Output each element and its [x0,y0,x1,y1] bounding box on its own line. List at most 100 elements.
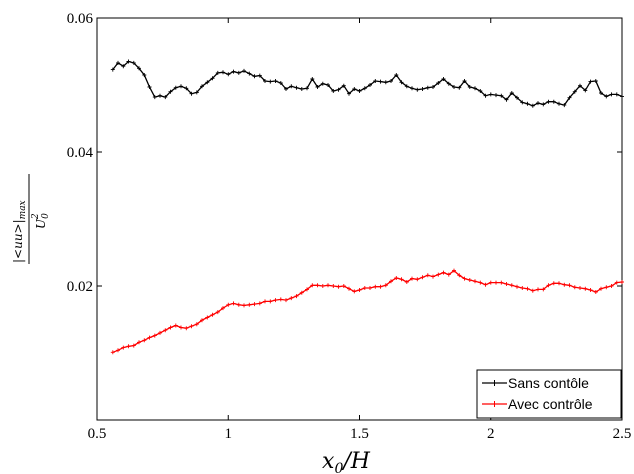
data-point [152,95,157,100]
data-point [420,275,425,280]
plot-area [96,17,623,421]
data-point [578,83,582,88]
data-point [483,282,488,287]
data-point [210,312,215,317]
x-tick-label: 2 [487,426,495,442]
data-point [588,288,593,292]
data-point [383,80,388,85]
data-point [373,284,378,289]
data-point [604,94,609,99]
data-point [436,272,441,277]
data-point [420,87,425,91]
data-point [147,85,152,89]
data-point [446,272,451,277]
data-point [226,302,231,307]
data-point [200,84,204,89]
data-point [504,97,509,102]
data-point [609,92,614,97]
data-point [446,81,451,86]
legend-item-sans-controle: Sans contôle [482,375,589,391]
data-point [252,74,257,79]
data-point [478,89,483,93]
data-point [404,84,409,89]
x-tick-label: 0.5 [88,426,107,442]
data-point [221,306,225,311]
data-point [431,274,435,279]
data-point [536,287,540,292]
data-point [494,93,498,98]
data-point [389,79,393,83]
data-point [121,345,126,350]
data-point [620,94,624,99]
legend-label-avec-controle: Avec contrôle [508,396,593,412]
data-point [263,299,267,304]
data-point [236,70,241,75]
data-point [415,277,420,282]
data-point [530,288,535,293]
data-point [368,286,372,290]
data-point [462,276,467,281]
data-point [620,280,624,284]
data-point [289,296,294,301]
data-point [557,101,561,106]
data-point [268,299,273,304]
data-point [399,277,404,282]
data-point [415,87,420,92]
data-point [305,287,309,292]
y-tick-label: 0.04 [67,145,94,161]
axis-ticks [96,17,623,420]
y-tick-label: 0.02 [67,279,93,295]
data-point [462,79,467,83]
data-point [289,84,294,89]
data-point [126,59,131,64]
svg-text:|<uu>|max: |<uu>|max [11,200,28,263]
data-point [373,79,378,83]
data-point [399,80,404,85]
data-point [520,100,525,105]
legend: Sans contôle Avec contrôle [476,369,622,419]
x-tick-label: 1 [225,426,233,442]
data-point [473,86,477,91]
data-point [378,284,383,289]
x-tick-label: 1.5 [350,426,369,442]
data-point [404,280,409,284]
data-point [142,338,147,343]
data-point [614,92,619,97]
data-point [168,325,173,330]
data-point [488,280,493,285]
data-point [320,284,325,288]
data-point [320,81,325,86]
data-point [536,101,540,106]
data-point [572,89,577,94]
data-point [436,81,441,85]
data-point [431,85,435,89]
data-point [410,86,414,91]
data-point [488,92,493,97]
data-point [567,283,572,288]
tick-labels: 0.5 1 1.5 2 2.5 0.02 0.04 0.06 [67,11,632,442]
data-point [593,79,598,83]
data-point [347,91,351,96]
data-point [341,83,346,88]
data-point [614,280,619,285]
data-point [231,69,236,74]
data-point [242,303,246,308]
data-point [163,95,168,100]
data-point [425,85,430,90]
data-point [137,66,141,71]
data-point [284,87,288,91]
data-point [593,290,598,294]
data-point [294,294,299,299]
data-point [541,102,546,107]
data-point [247,71,252,76]
data-point [210,76,215,81]
data-point [562,103,567,108]
y-axis-label: |<uu>|max U02 [11,174,51,264]
data-point [599,91,603,95]
data-point [525,286,530,291]
data-point [179,325,183,330]
legend-box [476,369,622,419]
data-point [131,60,136,65]
data-point [273,79,278,83]
data-point [116,60,120,65]
